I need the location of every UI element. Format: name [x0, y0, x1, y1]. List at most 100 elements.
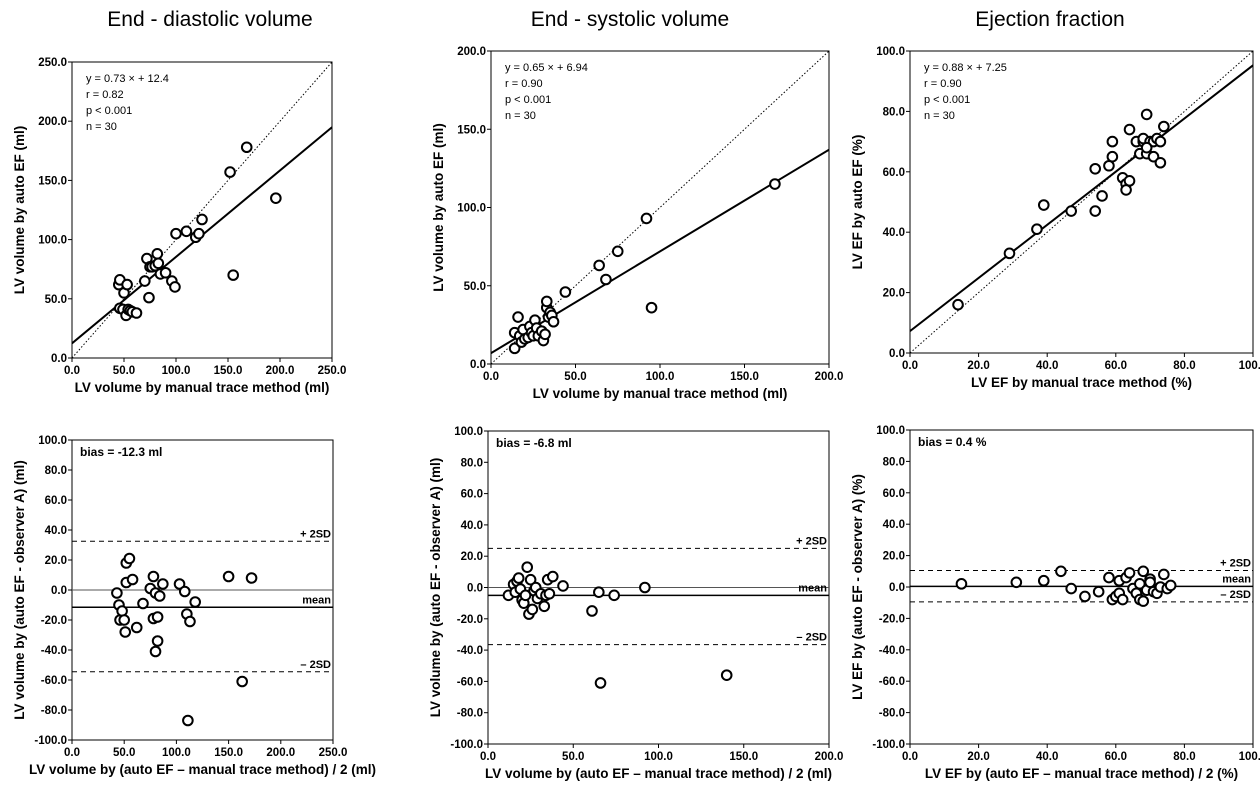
column-title-edv: End - diastolic volume: [107, 8, 313, 31]
data-point: [151, 635, 164, 647]
y-tick-label: 40.0: [883, 227, 905, 239]
x-tick-label: 80.0: [1173, 360, 1195, 372]
y-tick-label: -40.0: [41, 645, 67, 657]
x-axis-label: LV volume by (auto EF – manual trace met…: [29, 762, 376, 777]
upper-limit-label: + 2SD: [796, 535, 827, 547]
y-tick-label: 60.0: [45, 495, 67, 507]
x-tick-label: 0.0: [480, 751, 496, 763]
x-tick-label: 0.0: [64, 747, 80, 759]
x-tick-label: 200.0: [815, 371, 844, 383]
data-point: [227, 269, 239, 281]
y-tick-label: 100.0: [876, 425, 905, 437]
data-point: [189, 596, 201, 608]
data-point: [608, 589, 620, 602]
y-axis-label: LV volume by (auto EF - observer A) (ml): [428, 458, 443, 718]
x-axis-label: LV volume by manual trace method (ml): [75, 380, 330, 395]
data-point: [955, 578, 968, 590]
y-tick-label: 0.0: [467, 583, 483, 595]
data-point: [1123, 175, 1136, 187]
y-tick-label: -40.0: [457, 645, 483, 657]
y-tick-label: 80.0: [883, 456, 905, 468]
y-tick-label: -80.0: [457, 708, 483, 720]
stat-annotation: n = 30: [924, 110, 955, 122]
data-point: [640, 212, 653, 225]
data-point: [593, 586, 605, 598]
data-point: [512, 572, 525, 584]
y-tick-label: -20.0: [879, 613, 905, 625]
x-tick-label: 0.0: [64, 365, 80, 377]
data-point: [143, 291, 155, 304]
data-point: [184, 615, 196, 628]
data-point: [126, 573, 139, 586]
stat-annotation: n = 30: [505, 110, 536, 122]
y-tick-label: 60.0: [883, 488, 905, 500]
y-tick-label: 50.0: [45, 294, 67, 306]
data-point: [245, 572, 258, 584]
x-tick-label: 40.0: [1036, 751, 1058, 763]
x-tick-label: 150.0: [214, 365, 243, 377]
data-point: [1055, 565, 1067, 578]
y-tick-label: 50.0: [464, 281, 486, 293]
y-tick-label: 40.0: [883, 519, 905, 531]
data-point: [1079, 590, 1091, 603]
stat-annotation: p < 0.001: [924, 94, 970, 106]
data-point: [270, 192, 282, 204]
x-tick-label: 250.0: [319, 747, 348, 759]
y-axis-label: LV EF by auto EF (%): [850, 135, 865, 270]
plot-area: [910, 565, 1253, 607]
y-tick-label: 20.0: [45, 555, 67, 567]
data-point: [1137, 565, 1150, 578]
data-point: [526, 603, 539, 616]
y-tick-label: -80.0: [41, 705, 67, 717]
y-tick-label: 80.0: [45, 465, 67, 477]
x-tick-label: 200.0: [266, 365, 295, 377]
plot-frame: [71, 61, 333, 359]
data-point: [559, 286, 572, 298]
data-point: [1140, 141, 1153, 154]
data-point: [593, 259, 605, 272]
data-point: [1154, 156, 1167, 169]
y-tick-label: 150.0: [38, 175, 67, 187]
data-point: [1092, 585, 1105, 598]
y-tick-label: 200.0: [457, 46, 486, 58]
x-tick-label: 20.0: [967, 751, 989, 763]
data-point: [600, 273, 612, 286]
data-point: [1037, 199, 1050, 211]
data-point: [508, 342, 521, 355]
data-point: [1089, 162, 1102, 175]
data-point: [193, 227, 205, 240]
data-point: [1106, 135, 1119, 148]
y-tick-label: 100.0: [38, 435, 67, 447]
plot-area: [72, 540, 333, 727]
x-tick-label: 0.0: [483, 371, 499, 383]
data-point: [611, 245, 624, 258]
data-point: [157, 578, 169, 590]
data-point: [519, 589, 532, 602]
data-point: [173, 578, 186, 590]
x-tick-label: 150.0: [730, 371, 759, 383]
stat-annotation: r = 0.82: [86, 89, 124, 101]
data-point: [169, 281, 181, 293]
data-point: [1065, 205, 1078, 217]
y-tick-label: 100.0: [454, 426, 483, 438]
data-point: [137, 597, 149, 610]
data-point: [1037, 574, 1050, 587]
data-point: [1123, 123, 1136, 136]
data-point: [594, 677, 607, 689]
data-point: [521, 561, 534, 573]
y-tick-label: 200.0: [38, 116, 67, 128]
data-point: [147, 570, 160, 583]
y-tick-label: -100.0: [34, 735, 67, 747]
data-point: [769, 178, 781, 190]
y-axis-label: LV volume by auto EF (ml): [431, 123, 446, 292]
mean-label: mean: [1222, 573, 1251, 585]
lower-limit-label: – 2SD: [300, 659, 331, 671]
data-point: [240, 141, 253, 154]
plot-area: [488, 547, 829, 689]
data-point: [196, 213, 208, 226]
x-tick-label: 80.0: [1173, 751, 1195, 763]
plot-frame: [909, 50, 1254, 354]
data-point: [121, 278, 133, 291]
